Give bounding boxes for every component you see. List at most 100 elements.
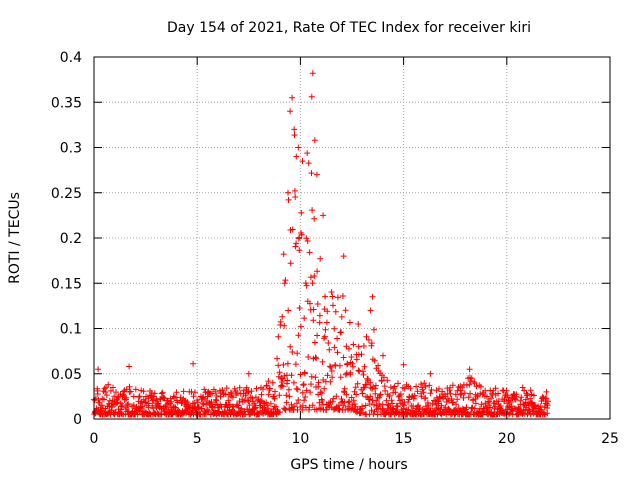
roti-point [449,382,456,389]
roti-point [391,383,398,390]
roti-point [276,392,283,399]
roti-point [304,150,311,157]
roti-point [312,354,319,361]
roti-point [125,400,132,407]
roti-point [466,381,473,388]
roti-point [309,207,316,214]
roti-point [294,386,301,393]
roti-point [150,397,157,403]
roti-point [319,358,326,365]
roti-point [151,390,158,397]
roti-point [437,394,444,401]
roti-point [325,340,332,346]
roti-point [527,395,534,402]
roti-point [321,333,328,340]
roti-point [119,402,126,409]
roti-point [145,395,152,402]
chart-title: Day 154 of 2021, Rate Of TEC Index for r… [167,20,531,36]
roti-point [100,396,107,403]
roti-point [308,93,315,100]
roti-point [448,395,455,402]
roti-point [305,354,312,360]
roti-point [522,396,529,403]
roti-point [209,390,216,397]
roti-point [488,395,494,402]
roti-point [487,404,494,411]
roti-point [347,369,354,376]
roti-point [497,403,504,409]
roti-point [330,302,336,309]
roti-point [302,394,309,400]
roti-point [418,381,424,388]
roti-point [158,390,165,397]
roti-point [192,389,198,396]
roti-point [279,383,286,390]
roti-point [279,379,286,385]
roti-point [284,377,291,384]
roti-point [333,393,340,400]
y-tick-label: 0.2 [60,231,82,247]
roti-point [348,354,355,360]
roti-point [323,319,330,326]
roti-point [205,407,212,414]
roti-point [294,350,301,357]
roti-point [527,387,534,394]
roti-point [422,394,429,401]
y-tick-label: 0.15 [51,276,82,292]
roti-point [324,372,331,379]
roti-point [465,394,472,401]
y-tick-label: 0.05 [51,367,82,383]
roti-point [477,383,484,390]
roti-point [532,402,539,409]
roti-point [264,402,271,409]
roti-point [173,389,180,396]
roti-point [371,357,378,364]
roti-point [248,388,255,395]
roti-point [199,400,206,407]
roti-point [331,344,338,351]
roti-point [340,354,347,361]
roti-point [338,313,345,320]
roti-point [310,306,317,313]
roti-point [177,394,184,401]
roti-point [295,397,302,403]
roti-point [190,360,197,367]
roti-point [311,137,318,144]
roti-point [178,399,185,406]
roti-point [277,409,283,415]
roti-point [308,381,314,388]
roti-point [303,235,310,242]
roti-point [367,307,374,314]
x-tick-label: 25 [601,431,619,447]
roti-point [467,390,474,397]
roti-point [130,393,137,400]
roti-point [160,394,166,401]
roti-point [290,379,297,386]
roti-point [136,394,143,400]
roti-point [375,362,382,369]
roti-point [463,404,470,411]
roti-point [439,388,446,395]
roti-point [272,388,278,395]
roti-point [107,387,114,394]
roti-point [168,398,175,405]
roti-point [346,345,352,352]
roti-point [284,360,291,367]
roti-point [267,400,274,407]
roti-point [545,398,551,405]
roti-point [269,379,276,386]
roti-point [413,383,420,390]
roti-point [301,397,308,404]
roti-point [244,397,251,404]
roti-point [319,398,326,404]
roti-point [245,389,251,396]
roti-point [324,308,331,315]
roti-point [334,294,341,301]
roti-point [339,293,346,299]
x-tick-label: 10 [291,431,309,447]
roti-point [102,389,109,395]
roti-point [350,397,357,404]
roti-point [495,398,502,405]
roti-point [246,402,253,409]
roti-point [372,390,379,397]
